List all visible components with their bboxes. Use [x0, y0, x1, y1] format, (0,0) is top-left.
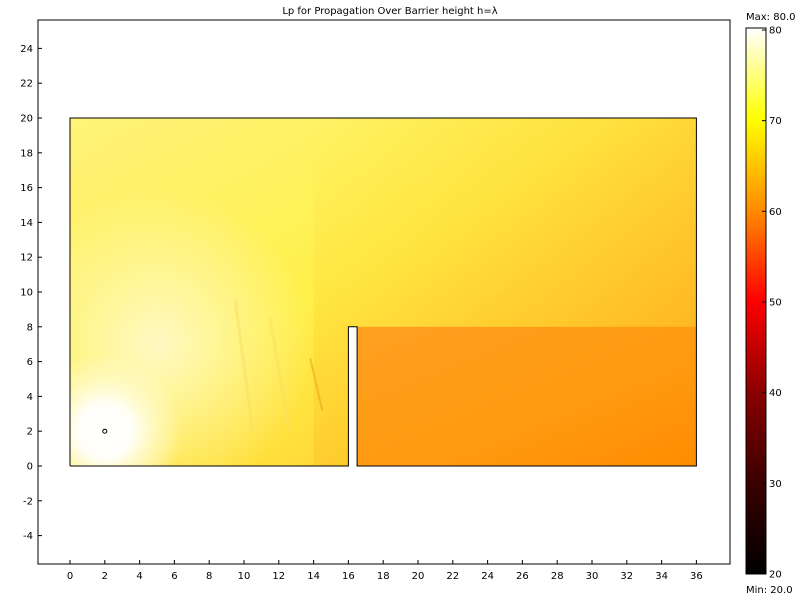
colorbar-min-label: Min: 20.0: [746, 585, 793, 596]
field-source-glow: [70, 352, 184, 466]
colorbar-tick-label: 60: [769, 207, 782, 218]
field-shadow-zone: [357, 326, 697, 466]
x-tick-label: 36: [690, 571, 703, 582]
x-axis: 0 2 4 6 8 10 12 14 16 18 20 22 24 26 28 30 32 34 36: [67, 560, 703, 582]
colorbar-tick-label: 70: [769, 116, 782, 127]
y-tick-label: 2: [27, 427, 33, 438]
y-tick-label: 12: [20, 253, 33, 264]
y-tick-label: 0: [27, 462, 33, 473]
x-tick-label: 8: [206, 571, 212, 582]
x-tick-label: 28: [551, 571, 564, 582]
x-tick-label: 2: [102, 571, 108, 582]
colorbar-ticks: 20 30 40 50 60 70 80: [762, 26, 782, 581]
x-tick-label: 22: [446, 571, 459, 582]
y-tick-label: 18: [20, 148, 33, 159]
colorbar-tick-label: 30: [769, 479, 782, 490]
x-tick-label: 12: [272, 571, 285, 582]
x-tick-label: 16: [342, 571, 355, 582]
x-tick-label: 20: [412, 571, 425, 582]
y-tick-label: 20: [20, 114, 33, 125]
colorbar-tick-label: 80: [769, 26, 782, 37]
x-tick-label: 4: [136, 571, 142, 582]
colorbar-tick-label: 20: [769, 570, 782, 581]
source-point-marker: [102, 428, 108, 434]
x-tick-label: 34: [655, 571, 668, 582]
y-tick-label: -4: [23, 531, 33, 542]
y-tick-label: -2: [23, 496, 33, 507]
x-tick-label: 32: [620, 571, 633, 582]
field-heatmap: [70, 118, 697, 466]
y-tick-label: 4: [27, 392, 33, 403]
y-tick-label: 24: [20, 44, 33, 55]
colorbar: Max: 80.0 20 30 40 50 60 70 80 Min: 20.0: [745, 12, 796, 596]
domain-outline: [69, 117, 697, 467]
colorbar-tick-label: 50: [769, 298, 782, 309]
x-tick-label: 14: [307, 571, 320, 582]
field-streak: [233, 300, 255, 432]
x-tick-label: 26: [516, 571, 529, 582]
colorbar-gradient: [745, 27, 767, 575]
y-tick-label: 6: [27, 357, 33, 368]
colorbar-max-label: Max: 80.0: [746, 12, 796, 23]
x-tick-label: 30: [586, 571, 599, 582]
y-tick-label: 16: [20, 183, 33, 194]
x-tick-label: 0: [67, 571, 73, 582]
field-streak: [268, 317, 291, 432]
y-tick-label: 14: [20, 218, 33, 229]
x-tick-label: 6: [171, 571, 177, 582]
y-tick-label: 10: [20, 288, 33, 299]
x-tick-label: 10: [238, 571, 251, 582]
x-tick-label: 18: [377, 571, 390, 582]
chart-title: Lp for Propagation Over Barrier height h…: [282, 6, 497, 17]
x-tick-label: 24: [481, 571, 494, 582]
y-tick-label: 22: [20, 79, 33, 90]
colorbar-tick-label: 40: [769, 388, 782, 399]
y-tick-label: 8: [27, 322, 33, 333]
field-streak: [309, 357, 324, 411]
